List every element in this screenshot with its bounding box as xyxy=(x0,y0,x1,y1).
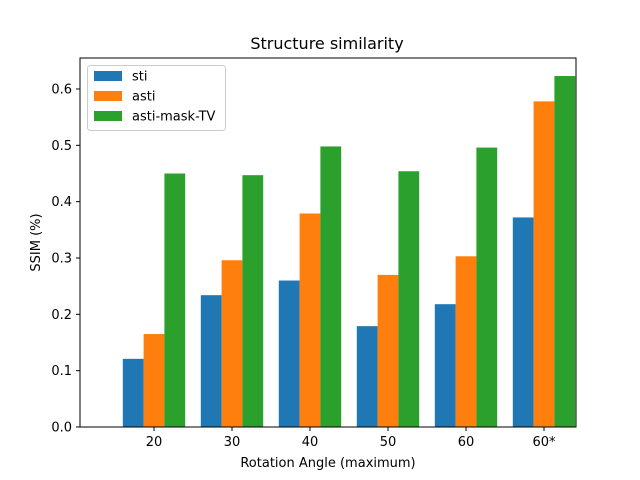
legend-label-asti: asti xyxy=(132,90,155,105)
legend-label-sti: sti xyxy=(132,70,147,85)
bar-asti-mask-TV-30 xyxy=(242,175,264,427)
bar-sti-60 xyxy=(434,304,456,427)
bar-asti-mask-TV-40 xyxy=(320,146,342,427)
legend-swatch-sti xyxy=(94,71,122,81)
legend-swatch-asti-mask-TV xyxy=(94,111,122,121)
y-tick-label: 0.0 xyxy=(51,421,72,436)
bars-layer xyxy=(122,76,576,427)
bar-sti-30 xyxy=(200,295,222,427)
bar-asti-60* xyxy=(533,101,555,427)
legend-label-asti-mask-TV: asti-mask-TV xyxy=(132,110,216,125)
x-axis-label: Rotation Angle (maximum) xyxy=(240,456,415,471)
x-tick-label: 60 xyxy=(458,435,475,450)
y-tick-label: 0.5 xyxy=(51,139,72,154)
bar-sti-40 xyxy=(278,280,300,427)
plot-frame xyxy=(79,57,577,428)
y-tick-label: 0.1 xyxy=(51,364,72,379)
y-axis-ticks: 0.0 0.1 0.2 0.3 0.4 0.5 0.6 xyxy=(51,82,80,436)
chart-title: Structure similarity xyxy=(250,34,403,53)
x-tick-label: 50 xyxy=(380,435,397,450)
y-axis-label: SSIM (%) xyxy=(29,213,44,271)
x-tick-label: 30 xyxy=(224,435,241,450)
x-tick-label: 40 xyxy=(302,435,319,450)
bar-asti-mask-TV-60 xyxy=(476,147,498,427)
bar-sti-20 xyxy=(122,358,144,427)
bar-sti-50 xyxy=(356,326,378,427)
y-tick-label: 0.6 xyxy=(51,82,72,97)
x-tick-label: 20 xyxy=(146,435,163,450)
y-tick-label: 0.2 xyxy=(51,308,72,323)
bar-asti-40 xyxy=(299,213,321,427)
bar-asti-30 xyxy=(221,260,243,427)
legend: sti asti asti-mask-TV xyxy=(87,65,226,131)
bar-asti-20 xyxy=(143,334,165,427)
bar-sti-60* xyxy=(512,217,534,427)
x-tick-label: 60* xyxy=(532,435,556,450)
x-axis-ticks: 20 30 40 50 60 60* xyxy=(146,427,556,450)
bar-asti-mask-TV-20 xyxy=(164,173,186,427)
y-tick-label: 0.4 xyxy=(51,195,72,210)
bar-asti-mask-TV-60* xyxy=(554,76,576,427)
y-tick-label: 0.3 xyxy=(51,251,72,266)
bar-asti-50 xyxy=(377,274,399,427)
bar-asti-mask-TV-50 xyxy=(398,171,420,427)
legend-swatch-asti xyxy=(94,91,122,101)
bar-asti-60 xyxy=(455,256,477,427)
